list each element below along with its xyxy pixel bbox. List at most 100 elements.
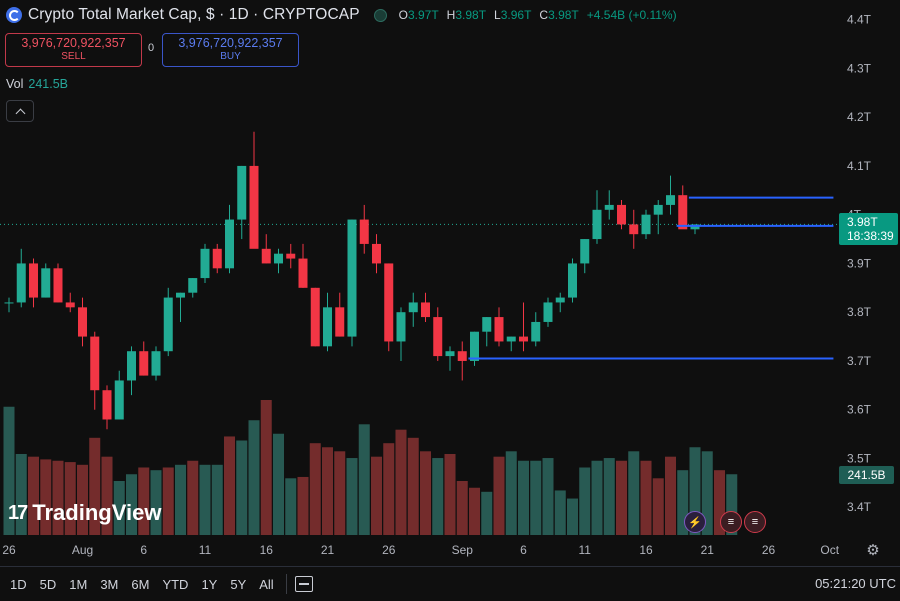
volume-bar <box>162 467 174 535</box>
volume-bar <box>101 456 113 535</box>
candle-body <box>176 292 185 298</box>
x-axis-tick-label: 26 <box>762 543 776 557</box>
volume-bar <box>726 474 738 535</box>
volume-bar <box>77 464 88 535</box>
timeframe-5d[interactable]: 5D <box>39 576 57 592</box>
ohlc-close: C3.98T <box>539 8 579 22</box>
candle-body <box>372 243 381 264</box>
buy-label: BUY <box>220 51 241 62</box>
price-change: +4.54B (+0.11%) <box>586 8 677 22</box>
volume-bar <box>113 481 125 535</box>
candle-body <box>335 307 345 337</box>
volume-bar <box>689 447 701 535</box>
x-axis-tick-label: Oct <box>820 543 839 557</box>
sell-price: 3,976,720,922,357 <box>21 36 126 50</box>
volume-legend: Vol 241.5B <box>6 77 68 91</box>
market-status-icon[interactable] <box>373 8 387 22</box>
candle-body <box>421 302 430 318</box>
volume-bar <box>297 476 309 535</box>
watermark-text: TradingView <box>32 500 162 525</box>
volume-bar <box>322 447 333 535</box>
timeframe-1d[interactable]: 1D <box>10 576 27 592</box>
candle-body <box>78 307 87 337</box>
volume-bar <box>640 460 652 535</box>
timeframe-ytd[interactable]: YTD <box>162 576 189 592</box>
timeframe-all[interactable]: All <box>259 576 274 592</box>
volume-bar <box>52 460 64 535</box>
volume-title: Vol <box>6 77 24 91</box>
settings-gear-icon[interactable]: ⚙ <box>866 542 880 559</box>
x-axis-tick-label: 6 <box>140 543 147 557</box>
timeframe-5y[interactable]: 5Y <box>230 576 247 592</box>
candle-body <box>323 307 332 347</box>
candle-body <box>482 317 492 332</box>
candlestick-chart[interactable]: 4.4T4.3T4.2T4.1T4T3.9T3.8T3.7T3.6T3.5T3.… <box>0 0 900 566</box>
candle-body <box>641 214 651 235</box>
y-axis-tick-label: 3.8T <box>847 305 872 319</box>
candle-body <box>102 390 112 420</box>
volume-bar <box>175 464 186 535</box>
candle-countdown: 18:38:39 <box>847 229 894 243</box>
volume-bar <box>505 451 517 535</box>
collapse-legend-button[interactable] <box>6 100 34 122</box>
volume-bar <box>236 440 248 535</box>
candle-body <box>261 248 271 264</box>
volume-bar <box>383 443 395 535</box>
y-axis-tick-label: 3.6T <box>847 403 872 417</box>
timeframe-1y[interactable]: 1Y <box>201 576 218 592</box>
symbol-title[interactable]: Crypto Total Market Cap, $ · 1D · CRYPTO… <box>28 6 360 23</box>
volume-bar <box>567 498 578 535</box>
candle-body <box>200 248 210 279</box>
volume-bar <box>665 456 676 535</box>
volume-bar <box>493 456 505 535</box>
sell-button[interactable]: 3,976,720,922,357 SELL <box>5 33 142 67</box>
volume-bar <box>591 460 603 535</box>
timeframe-6m[interactable]: 6M <box>131 576 150 592</box>
us-flag-event-icon[interactable]: ≡ <box>744 511 766 533</box>
date-range-icon[interactable] <box>294 576 313 592</box>
y-axis-tick-label: 3.9T <box>847 256 872 270</box>
x-axis-tick-label: 16 <box>260 543 274 557</box>
tradingview-watermark: 17 TradingView <box>8 500 161 526</box>
volume-bar <box>616 460 627 535</box>
timeframe-3m[interactable]: 3M <box>100 576 119 592</box>
volume-bar <box>126 474 137 535</box>
volume-bar <box>444 454 456 535</box>
buy-button[interactable]: 3,976,720,922,357 BUY <box>162 33 299 67</box>
candle-body <box>139 351 149 376</box>
volume-bar <box>285 478 297 535</box>
us-flag-event-icon[interactable]: ≡ <box>720 511 742 533</box>
lightning-event-icon[interactable]: ⚡ <box>684 511 706 533</box>
tradingview-logo-icon: 17 <box>8 501 28 524</box>
utc-clock[interactable]: 05:21:20 UTC <box>815 576 896 591</box>
candle-body <box>470 331 479 361</box>
y-axis-tick-label: 4.3T <box>847 61 872 75</box>
x-axis-tick-label: Aug <box>72 543 93 557</box>
volume-bar <box>579 467 591 535</box>
volume-bar <box>248 420 260 535</box>
y-axis-tick-label: 3.4T <box>847 500 872 514</box>
y-axis-tick-label: 4.2T <box>847 110 872 124</box>
volume-bar <box>260 400 272 535</box>
volume-bar <box>677 470 689 535</box>
volume-bar <box>371 456 382 535</box>
volume-bar <box>603 458 615 535</box>
candle-body <box>212 248 222 269</box>
y-axis-tick-label: 4.4T <box>847 13 872 27</box>
timeframe-1m[interactable]: 1M <box>69 576 88 592</box>
symbol-logo-icon <box>6 7 22 23</box>
x-axis-tick-label: Sep <box>452 543 474 557</box>
bottom-toolbar: 1D 5D 1M 3M 6M YTD 1Y 5Y All 05:21:20 UT… <box>0 566 900 601</box>
x-axis-tick-label: 11 <box>579 543 592 557</box>
volume-bar <box>358 424 370 535</box>
x-axis-tick-label: 11 <box>199 543 212 557</box>
candle-body <box>53 268 63 303</box>
volume-bar <box>40 459 52 535</box>
candle-body <box>16 263 26 303</box>
candle-body <box>543 302 553 322</box>
candle-body <box>568 263 577 298</box>
buy-price: 3,976,720,922,357 <box>178 36 283 50</box>
candle-body <box>494 317 504 342</box>
volume-bar <box>334 451 346 535</box>
volume-bar <box>138 467 150 535</box>
